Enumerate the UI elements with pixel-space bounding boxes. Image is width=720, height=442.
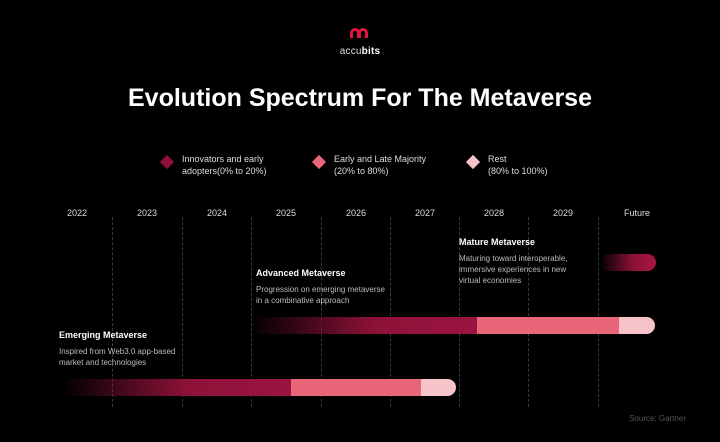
legend-label-line: adopters(0% to 20%) xyxy=(182,166,267,176)
year-label: 2028 xyxy=(483,208,505,218)
year-axis: 2022 2023 2024 2025 2026 2027 2028 2029 … xyxy=(0,208,720,222)
grid-divider xyxy=(459,217,460,407)
legend-label-line: (20% to 80%) xyxy=(334,166,389,176)
year-label: 2024 xyxy=(206,208,228,218)
year-label: 2026 xyxy=(345,208,367,218)
stage-bar-advanced xyxy=(250,317,655,334)
bar-segment-innovators xyxy=(62,379,291,396)
diamond-icon xyxy=(465,154,481,170)
stage-bar-mature xyxy=(600,254,656,271)
stage-desc-line: Inspired from Web3.0 app-based xyxy=(59,347,176,356)
grid-divider xyxy=(528,217,529,407)
grid-divider xyxy=(321,217,322,407)
logo: accubits xyxy=(0,26,720,57)
legend-item-rest: Rest (80% to 100%) xyxy=(465,153,548,177)
stage-title-emerging: Emerging Metaverse xyxy=(59,330,148,340)
diamond-icon xyxy=(311,154,327,170)
stage-desc-line: in a combinative approach xyxy=(256,296,350,305)
legend-label-line: Innovators and early xyxy=(182,154,264,164)
stage-desc-line: Maturing toward interoperable, xyxy=(459,254,568,263)
bar-segment-innovators xyxy=(600,254,656,271)
diamond-icon xyxy=(159,154,175,170)
stage-desc-mature: Maturing toward interoperable, immersive… xyxy=(459,253,568,286)
grid-divider xyxy=(182,217,183,407)
stage-title-mature: Mature Metaverse xyxy=(459,237,536,247)
legend-item-majority: Early and Late Majority (20% to 80%) xyxy=(311,153,427,177)
legend-label-line: (80% to 100%) xyxy=(488,166,548,176)
bar-segment-rest xyxy=(618,317,655,334)
grid-divider xyxy=(112,217,113,407)
legend: Innovators and early adopters(0% to 20%) … xyxy=(0,153,720,183)
stage-desc-advanced: Progression on emerging metaverse in a c… xyxy=(256,284,385,306)
year-label: Future xyxy=(623,208,651,218)
stage-bar-emerging xyxy=(62,379,456,396)
stage-desc-line: Progression on emerging metaverse xyxy=(256,285,385,294)
bar-segment-innovators xyxy=(250,317,477,334)
year-label: 2022 xyxy=(66,208,88,218)
grid-divider xyxy=(251,217,252,407)
year-label: 2025 xyxy=(275,208,297,218)
bar-segment-majority xyxy=(476,317,619,334)
accubits-logo-icon xyxy=(350,26,370,40)
stage-desc-line: immersive experiences in new xyxy=(459,265,567,274)
source-note: Source: Gartner xyxy=(629,414,686,423)
bar-segment-majority xyxy=(290,379,421,396)
stage-desc-line: market and technologies xyxy=(59,358,147,367)
year-label: 2027 xyxy=(414,208,436,218)
legend-item-innovators: Innovators and early adopters(0% to 20%) xyxy=(159,153,267,177)
stage-desc-line: virtual economies xyxy=(459,276,522,285)
grid-divider xyxy=(390,217,391,407)
year-label: 2023 xyxy=(136,208,158,218)
legend-label-line: Early and Late Majority xyxy=(334,154,427,164)
bar-segment-rest xyxy=(420,379,456,396)
stage-desc-emerging: Inspired from Web3.0 app-based market an… xyxy=(59,346,175,368)
year-label: 2029 xyxy=(552,208,574,218)
stage-title-advanced: Advanced Metaverse xyxy=(256,268,346,278)
logo-text: accubits xyxy=(339,46,381,57)
legend-label-line: Rest xyxy=(488,154,507,164)
page-title: Evolution Spectrum For The Metaverse xyxy=(128,84,592,112)
grid-divider xyxy=(598,217,599,407)
